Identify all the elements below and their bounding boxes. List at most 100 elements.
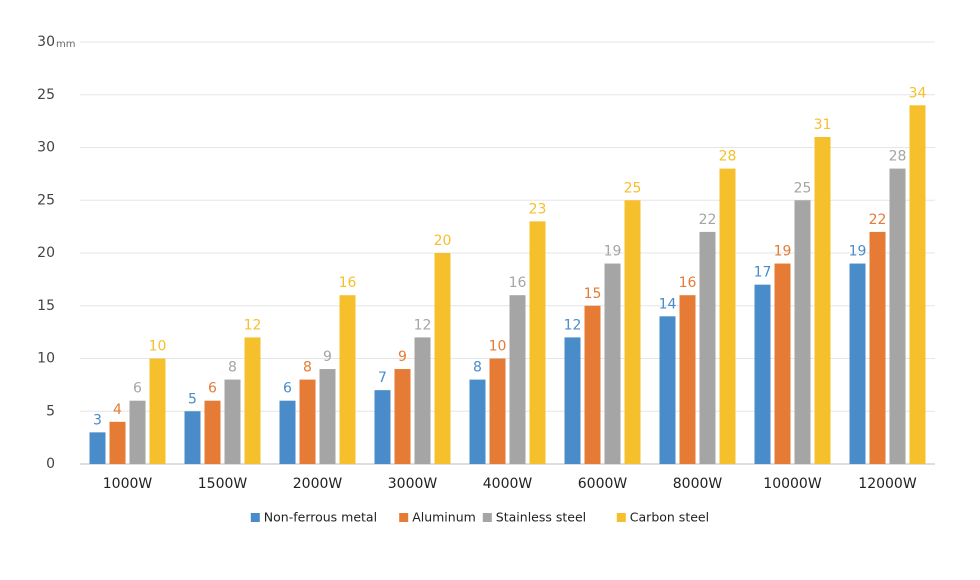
value-label: 28 (719, 149, 737, 165)
value-label: 19 (774, 244, 792, 260)
x-tick-label: 10000W (763, 476, 822, 492)
bar (244, 337, 261, 464)
x-tick-label: 8000W (673, 476, 723, 492)
x-tick-label: 6000W (578, 476, 628, 492)
value-label: 22 (699, 212, 717, 228)
bar (624, 200, 641, 464)
value-label: 5 (188, 391, 197, 407)
bar (529, 221, 546, 464)
bar (889, 168, 906, 464)
bar (434, 253, 451, 464)
y-tick-label: 5 (46, 403, 55, 419)
bar (814, 136, 831, 464)
bar (659, 316, 676, 464)
bar (184, 411, 201, 464)
value-label: 8 (303, 360, 312, 376)
y-tick-label: 15 (37, 298, 55, 314)
y-tick-label: 20 (37, 245, 55, 261)
y-tick-label: 25 (37, 87, 55, 103)
legend-label: Stainless steel (496, 510, 586, 525)
bar (319, 369, 336, 464)
value-label: 10 (489, 339, 507, 355)
bar (339, 295, 356, 464)
bar (224, 379, 241, 464)
bar (149, 358, 166, 464)
value-label: 22 (869, 212, 887, 228)
bar (774, 263, 791, 464)
value-label: 8 (473, 360, 482, 376)
bar (869, 231, 886, 464)
legend-label: Non-ferrous metal (264, 510, 377, 525)
value-label: 4 (113, 402, 122, 418)
bar (299, 379, 316, 464)
y-tick-label: 10 (37, 351, 55, 367)
bar (604, 263, 621, 464)
bar (564, 337, 581, 464)
value-label: 16 (509, 275, 527, 291)
value-label: 12 (564, 317, 582, 333)
legend-swatch (399, 513, 409, 522)
value-label: 6 (283, 381, 292, 397)
bar (109, 421, 126, 464)
x-tick-label: 2000W (293, 476, 343, 492)
x-tick-label: 12000W (858, 476, 917, 492)
bar (719, 168, 736, 464)
bar (374, 390, 391, 464)
y-tick-label: 25 (37, 192, 55, 208)
value-label: 9 (398, 349, 407, 365)
bar (204, 400, 221, 464)
bar (279, 400, 296, 464)
bar (129, 400, 146, 464)
value-label: 17 (754, 265, 772, 281)
bar (849, 263, 866, 464)
value-label: 19 (849, 244, 867, 260)
bar (679, 295, 696, 464)
value-label: 28 (889, 149, 907, 165)
value-label: 31 (814, 117, 832, 133)
value-label: 9 (323, 349, 332, 365)
bar (584, 305, 601, 464)
legend-swatch (250, 513, 260, 522)
value-label: 10 (149, 339, 167, 355)
bar (754, 284, 771, 464)
bar (509, 295, 526, 464)
legend-swatch (482, 513, 492, 522)
value-label: 16 (679, 275, 697, 291)
value-label: 34 (909, 85, 927, 101)
y-tick-label: 30 (37, 140, 55, 156)
value-label: 12 (244, 317, 262, 333)
bar (794, 200, 811, 464)
x-tick-label: 3000W (388, 476, 438, 492)
bar (89, 432, 106, 464)
value-label: 7 (378, 370, 387, 386)
x-tick-label: 1000W (103, 476, 153, 492)
bar (414, 337, 431, 464)
bar (394, 369, 411, 464)
value-label: 12 (414, 317, 432, 333)
bar (489, 358, 506, 464)
value-label: 6 (208, 381, 217, 397)
value-label: 19 (604, 244, 622, 260)
y-tick-label: 0 (46, 456, 55, 472)
bar (699, 231, 716, 464)
x-tick-label: 4000W (483, 476, 533, 492)
value-label: 8 (228, 360, 237, 376)
value-label: 14 (659, 296, 677, 312)
value-label: 6 (133, 381, 142, 397)
value-label: 3 (93, 412, 102, 428)
value-label: 25 (794, 180, 812, 196)
y-tick-label: 30 (37, 34, 55, 50)
value-label: 15 (584, 286, 602, 302)
legend-swatch (616, 513, 626, 522)
bar (909, 105, 926, 465)
value-label: 23 (529, 201, 547, 217)
legend-label: Carbon steel (630, 510, 709, 525)
value-label: 16 (339, 275, 357, 291)
bar (469, 379, 486, 464)
value-label: 20 (434, 233, 452, 249)
legend-label: Aluminum (412, 510, 476, 525)
y-unit: mm (56, 39, 75, 50)
x-tick-label: 1500W (198, 476, 248, 492)
